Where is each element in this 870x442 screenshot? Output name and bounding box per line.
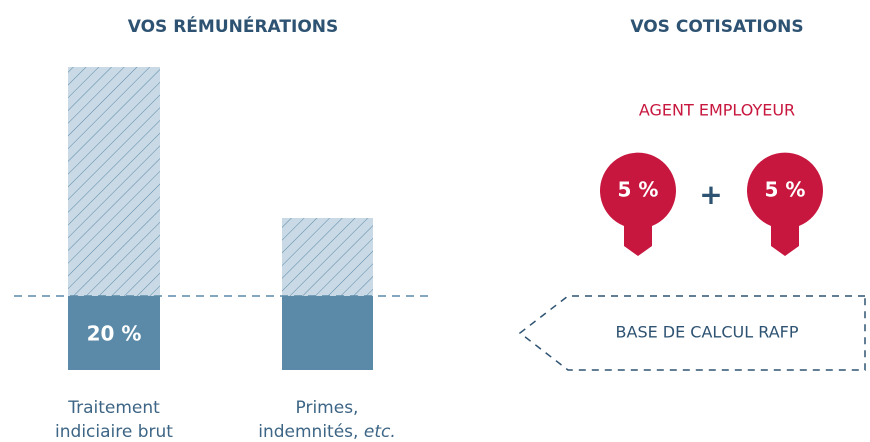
bar-lower [68,296,160,370]
left-title: VOS RÉMUNÉRATIONS [128,15,339,37]
pin [600,152,677,256]
caption: Primes, [296,398,359,418]
bar-lower [282,296,373,370]
base-label: BASE DE CALCUL RAFP [616,323,799,342]
pin [747,152,823,256]
rate: 5 % [618,178,659,202]
caption: Traitement [67,398,160,418]
caption: indemnités, etc. [258,422,395,442]
caption-part: etc. [364,422,396,442]
rate: 5 % [765,178,806,202]
bar-label: 20 % [87,322,142,346]
subtitle: AGENT EMPLOYEUR [639,101,795,120]
base-box [518,295,866,371]
right-title: VOS COTISATIONS [630,17,803,37]
caption: indiciaire brut [55,422,173,442]
bar-upper [282,218,373,296]
operator: + [699,178,722,211]
bar-upper [68,67,160,296]
caption-part: indemnités, [258,422,358,442]
